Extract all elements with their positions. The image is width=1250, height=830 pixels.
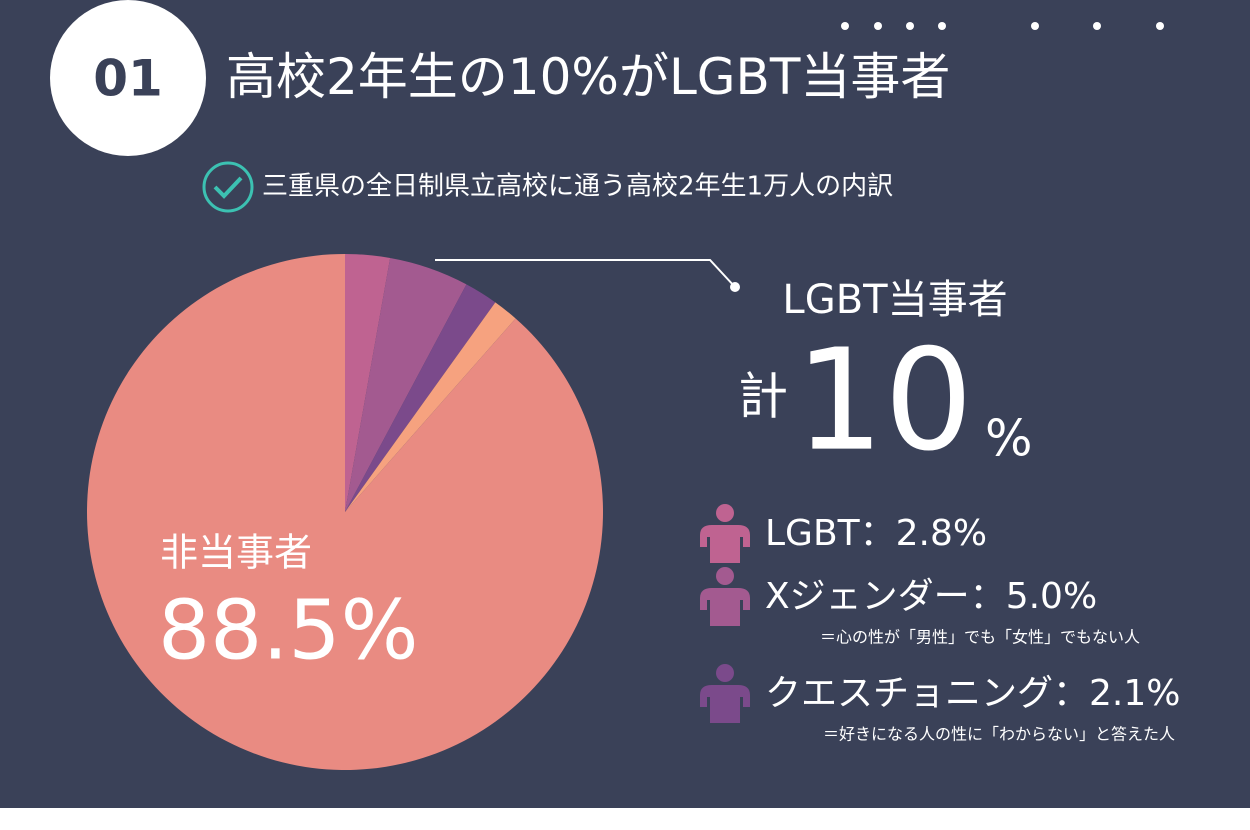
legend-entry: クエスチョニング：2.1% ＝好きになる人の性に「わからない」と答えた人 bbox=[700, 664, 1181, 744]
legend-category: Xジェンダー bbox=[765, 576, 970, 617]
callout-dot bbox=[730, 282, 740, 292]
legend-value: 5.0% bbox=[1006, 576, 1097, 617]
person-icon-head bbox=[716, 664, 734, 682]
legend-note: ＝好きになる人の性に「わからない」と答えた人 bbox=[823, 725, 1175, 744]
pie-value-label: 88.5% bbox=[158, 583, 419, 678]
callout-prefix: 計 bbox=[738, 368, 788, 426]
pie-slice bbox=[345, 257, 467, 512]
legend-text: クエスチョニング：2.1% bbox=[765, 673, 1181, 714]
legend-value: 2.8% bbox=[896, 513, 987, 554]
legend-note: ＝心の性が「男性」でも「女性」でもない人 bbox=[820, 628, 1140, 647]
title-emphasis: LGBT当事者 bbox=[669, 48, 950, 106]
legend-text: LGBT：2.8% bbox=[765, 513, 987, 554]
person-icon-body bbox=[700, 685, 750, 723]
pie bbox=[86, 254, 603, 770]
title-main: 高校2年生の10%が bbox=[226, 48, 669, 106]
callout-unit: % bbox=[985, 410, 1033, 468]
badge bbox=[50, 0, 206, 156]
check-mark bbox=[213, 176, 243, 199]
emphasis-dots bbox=[841, 22, 1164, 30]
pie-slice bbox=[345, 254, 391, 512]
legend-separator: ： bbox=[860, 513, 896, 554]
person-icon-body bbox=[700, 525, 750, 563]
legend-category: クエスチョニング bbox=[765, 673, 1053, 714]
legend: LGBT：2.8%Xジェンダー：5.0%＝心の性が「男性」でも「女性」でもない人… bbox=[700, 504, 1181, 744]
title: 高校2年生の10%がLGBT当事者 bbox=[226, 48, 950, 106]
legend-category: LGBT bbox=[765, 513, 861, 554]
callout-line bbox=[435, 259, 736, 288]
legend-separator: ： bbox=[1053, 673, 1089, 714]
person-icon-head bbox=[716, 567, 734, 585]
badge-number: 01 bbox=[93, 50, 163, 108]
legend-separator: ： bbox=[970, 576, 1006, 617]
pie-slice bbox=[86, 254, 603, 770]
legend-text: Xジェンダー：5.0% bbox=[765, 576, 1097, 617]
person-icon-head bbox=[716, 504, 734, 522]
callout-value: 10 bbox=[795, 320, 973, 483]
check-icon bbox=[202, 161, 254, 213]
legend-value: 2.1% bbox=[1089, 673, 1180, 714]
legend-entry: Xジェンダー：5.0% ＝心の性が「男性」でも「女性」でもない人 bbox=[700, 567, 1140, 647]
callout-label: LGBT当事者 bbox=[782, 277, 1007, 323]
pie-slice bbox=[345, 284, 496, 512]
pie-slice bbox=[345, 302, 516, 512]
pie-category-label: 非当事者 bbox=[160, 531, 312, 575]
subtitle: 三重県の全日制県立高校に通う高校2年生1万人の内訳 bbox=[262, 172, 893, 202]
legend-entry: LGBT：2.8% bbox=[700, 504, 987, 563]
person-icon-body bbox=[700, 588, 750, 626]
